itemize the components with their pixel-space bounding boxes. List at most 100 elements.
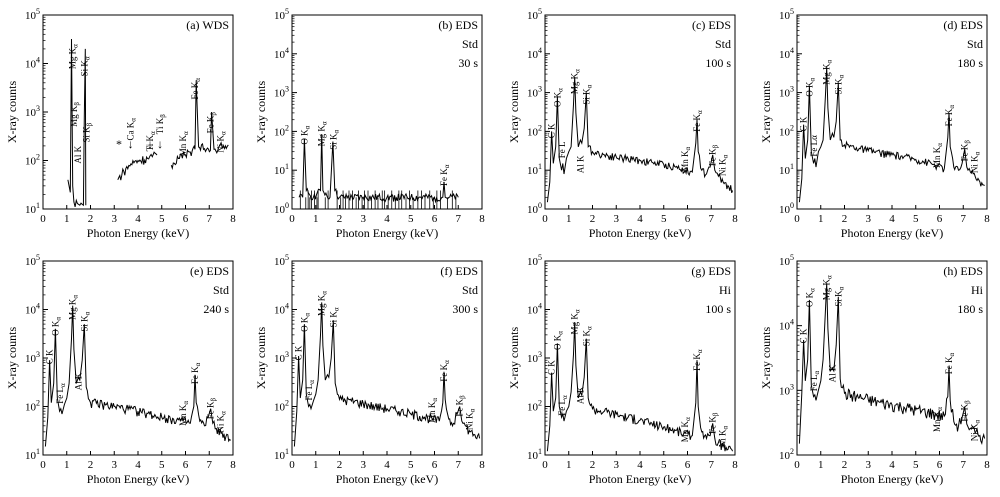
panel-info: 30 s <box>458 56 478 70</box>
panel-info: 240 s <box>203 302 229 316</box>
y-axis-title: X-ray counts <box>507 81 521 144</box>
peak-label: Fe Kβ <box>960 140 972 162</box>
peak-label: C K <box>294 345 304 360</box>
x-tick-label: 0 <box>794 213 800 225</box>
peak-label: Mn Kα <box>178 131 190 156</box>
x-tick-label: 2 <box>88 213 94 225</box>
spectrum-line <box>44 305 231 447</box>
y-tick-label: 100 <box>527 201 542 216</box>
peak-label: Al K <box>575 155 585 173</box>
y-tick-label: 101 <box>274 447 289 462</box>
y-tick-label: 103 <box>25 350 40 365</box>
peak-label: Fe Kα <box>190 362 202 384</box>
x-tick-label: 5 <box>913 213 919 225</box>
peak-label: Fe Kα <box>944 105 956 127</box>
peak-label: Fe Lα <box>55 383 67 404</box>
x-tick-label: 7 <box>961 459 967 471</box>
peak-marker: ↓ <box>157 137 163 151</box>
peak-label: Mn Kα <box>932 407 944 432</box>
peak-label: Fe Lα <box>809 371 821 392</box>
x-axis-title: Photon Energy (keV) <box>87 226 189 240</box>
peak-label: Fe Kβ <box>960 400 972 422</box>
x-tick-label: 7 <box>456 459 462 471</box>
x-tick-label: 5 <box>661 213 667 225</box>
panel-c: 0 1 2 3 4 5 6 7 8 100 101 102 103 104 105 Photon Energy… <box>507 7 738 240</box>
x-tick-label: 6 <box>432 213 438 225</box>
x-tick-label: 0 <box>40 459 46 471</box>
x-axis-title: Photon Energy (keV) <box>87 472 189 486</box>
y-tick-label: 102 <box>25 153 40 168</box>
y-axis-title: X-ray counts <box>759 81 773 144</box>
peak-label: Si Kβ <box>81 122 93 142</box>
x-tick-label: 1 <box>313 213 319 225</box>
x-tick-label: 3 <box>112 213 118 225</box>
x-tick-label: 4 <box>384 459 390 471</box>
y-axis-title: X-ray counts <box>254 81 268 144</box>
peak-label: O Kα <box>804 288 816 307</box>
y-tick-label: 105 <box>274 253 289 268</box>
peak-label: Mg Kβ <box>69 102 81 127</box>
y-tick-label: 102 <box>779 447 794 462</box>
y-tick-label: 102 <box>527 399 542 414</box>
panel-info: 100 s <box>705 302 731 316</box>
y-tick-label: 104 <box>779 46 794 61</box>
peak-label: C K <box>547 360 557 375</box>
y-tick-label: 101 <box>274 162 289 177</box>
panel-label: (f) EDS <box>440 264 478 278</box>
x-tick-label: 5 <box>661 459 667 471</box>
y-tick-label: 105 <box>25 253 40 268</box>
y-tick-label: 104 <box>527 302 542 317</box>
x-tick-label: 6 <box>937 459 943 471</box>
x-tick-label: 4 <box>889 459 895 471</box>
y-tick-label: 105 <box>779 7 794 22</box>
x-tick-label: 6 <box>432 459 438 471</box>
x-tick-label: 2 <box>590 459 596 471</box>
panel-f: 0 1 2 3 4 5 6 7 8 101 102 103 104 105 Photon Energy (k… <box>254 253 485 486</box>
y-tick-label: 105 <box>527 7 542 22</box>
y-axis-title: X-ray counts <box>759 327 773 390</box>
peak-label: Ca Kα <box>126 118 138 141</box>
peak-label: Ti Kα <box>145 131 157 151</box>
spectrum-line <box>546 322 734 452</box>
peak-label: Si Kα <box>79 56 91 76</box>
x-tick-label: 3 <box>866 213 872 225</box>
peak-label: Fe Kα <box>439 164 451 186</box>
peak-label: Ni Kα <box>970 419 982 441</box>
peak-label: Mn Kα <box>932 143 944 168</box>
x-tick-label: 7 <box>456 213 462 225</box>
x-tick-label: 5 <box>408 213 414 225</box>
y-tick-label: 102 <box>274 399 289 414</box>
y-tick-label: 105 <box>779 253 794 268</box>
peak-marker: ↓ <box>147 137 153 151</box>
peak-label: Fe Kα <box>439 360 451 382</box>
y-tick-label: 103 <box>274 350 289 365</box>
x-tick-label: 3 <box>112 459 118 471</box>
peak-label: Al K <box>73 372 83 390</box>
peak-label: Al K <box>73 145 83 163</box>
x-tick-label: 0 <box>289 213 295 225</box>
peak-label: Ni Kα <box>718 425 730 447</box>
peak-label: Si Kα <box>328 307 340 327</box>
x-tick-label: 7 <box>207 213 213 225</box>
x-tick-label: 4 <box>135 213 141 225</box>
peak-label: Fe Kβ <box>708 412 720 434</box>
spectrum-line <box>117 151 158 181</box>
y-tick-label: 101 <box>779 162 794 177</box>
x-tick-label: 1 <box>818 213 824 225</box>
x-tick-label: 8 <box>230 459 236 471</box>
x-tick-label: 7 <box>961 213 967 225</box>
peak-label: Mg Kα <box>317 121 329 146</box>
y-tick-label: 100 <box>274 201 289 216</box>
y-tick-label: 102 <box>527 123 542 138</box>
peak-label: C K <box>799 328 809 343</box>
x-tick-label: 2 <box>337 459 343 471</box>
y-tick-label: 105 <box>25 7 40 22</box>
y-tick-label: 104 <box>274 302 289 317</box>
peak-label: C K <box>45 349 55 364</box>
x-tick-label: 8 <box>984 213 990 225</box>
x-tick-label: 7 <box>207 459 213 471</box>
peak-label: Fe Lα <box>809 135 819 157</box>
panel-info: Std <box>462 37 478 51</box>
spectrum-line <box>298 134 459 204</box>
